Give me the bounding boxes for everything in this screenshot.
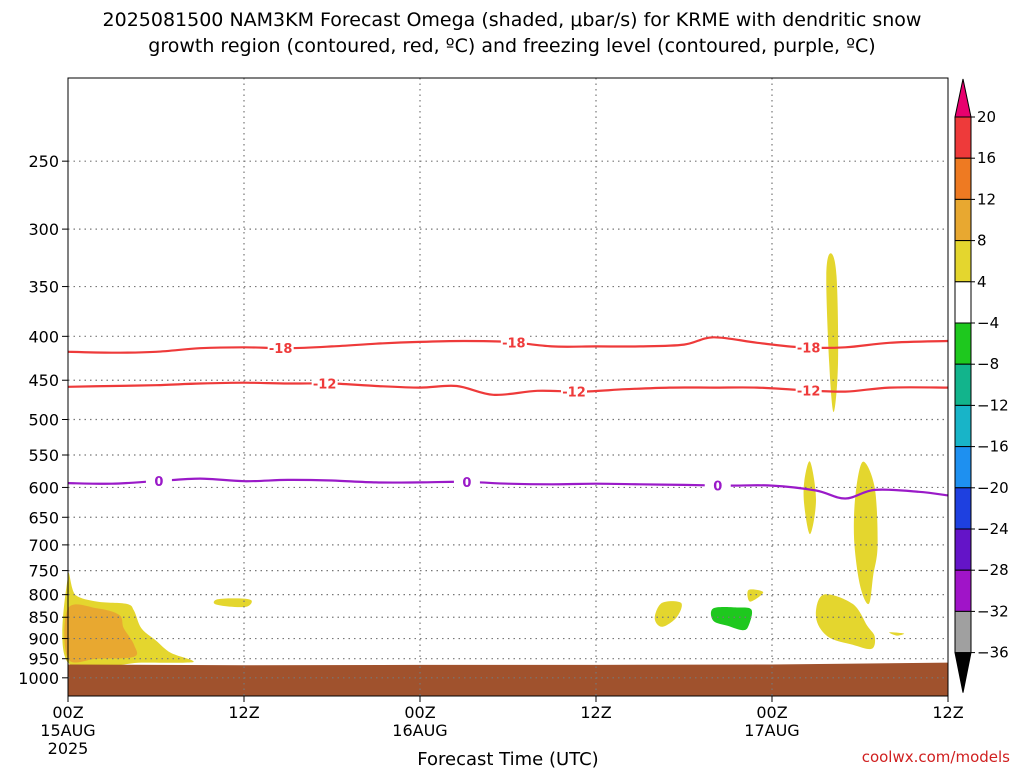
contour-label-bg bbox=[795, 339, 822, 355]
y-tick-label: 600 bbox=[28, 478, 59, 497]
y-tick-label: 800 bbox=[28, 586, 59, 605]
y-axis-ticks: 250 300 350 400 450 500 550 600 650 700 750 800 850 9… bbox=[18, 152, 68, 688]
colorbar-bottom-arrow bbox=[954, 652, 972, 693]
x-tick-date: 15AUG bbox=[40, 721, 95, 740]
contour-label-bg bbox=[561, 383, 587, 399]
y-tick-label: 950 bbox=[28, 650, 59, 669]
contour-label-bg bbox=[145, 473, 172, 489]
omega-shaded-region bbox=[654, 601, 682, 627]
contour-label: 0 bbox=[713, 479, 722, 494]
y-tick-label: 900 bbox=[28, 630, 59, 649]
omega-shaded-region bbox=[803, 461, 816, 535]
colorbar-label: 4 bbox=[977, 273, 987, 291]
colorbar-label: 16 bbox=[977, 149, 996, 167]
colorbar-label: 12 bbox=[977, 190, 996, 208]
y-tick-label: 400 bbox=[28, 327, 59, 346]
y-tick-label: 1000 bbox=[18, 669, 59, 688]
colorbar-swatch bbox=[954, 404, 972, 448]
chart-title-line2: growth region (contoured, red, ºC) and f… bbox=[148, 35, 875, 57]
contour-label: -18 bbox=[269, 342, 293, 357]
y-tick-label: 700 bbox=[28, 536, 59, 555]
colorbar-label: −24 bbox=[977, 520, 1009, 538]
omega-shaded-region bbox=[747, 589, 764, 602]
contour-label: 0 bbox=[462, 476, 471, 491]
x-tick-label: 00Z bbox=[404, 703, 435, 722]
contour-label: -12 bbox=[562, 386, 586, 401]
colorbar-swatch bbox=[954, 487, 972, 530]
chart-title-line1: 2025081500 NAM3KM Forecast Omega (shaded… bbox=[103, 9, 922, 31]
colorbar-label: −20 bbox=[977, 479, 1009, 497]
colorbar-swatch bbox=[954, 322, 972, 365]
colorbar-label: −8 bbox=[977, 355, 999, 373]
omega-shaded-region bbox=[815, 594, 876, 650]
contour-line bbox=[67, 477, 949, 500]
y-tick-label: 550 bbox=[28, 446, 59, 465]
contour-label-bg bbox=[453, 473, 480, 489]
colorbar-swatch bbox=[954, 569, 972, 612]
colorbar-label: 8 bbox=[977, 232, 987, 250]
temperature-contours: -18 -18 -18 -12 -12 -12 0 0 0 bbox=[67, 334, 949, 500]
colorbar-label: −32 bbox=[977, 602, 1009, 620]
x-tick-date: 16AUG bbox=[392, 721, 447, 740]
colorbar-swatch bbox=[954, 610, 972, 654]
y-tick-label: 300 bbox=[28, 220, 59, 239]
x-tick-label: 12Z bbox=[932, 703, 963, 722]
x-tick-label: 12Z bbox=[580, 703, 611, 722]
colorbar-swatch bbox=[954, 240, 972, 283]
colorbar-label: −36 bbox=[977, 644, 1009, 662]
colorbar-label: 20 bbox=[977, 108, 996, 126]
colorbar-top-arrow bbox=[954, 78, 972, 118]
contour-label: -12 bbox=[797, 384, 821, 399]
plot-area: -18 -18 -18 -12 -12 -12 0 0 0 bbox=[62, 77, 949, 697]
contour-line bbox=[67, 381, 949, 397]
colorbar-swatch bbox=[954, 157, 972, 200]
contour-label-bg bbox=[311, 375, 338, 391]
x-tick-label: 00Z bbox=[756, 703, 787, 722]
contour-label: -18 bbox=[502, 336, 526, 351]
omega-shaded-region bbox=[213, 598, 252, 608]
terrain-fill bbox=[68, 662, 948, 696]
colorbar-swatch bbox=[954, 363, 972, 406]
omega-shaded-region bbox=[64, 604, 138, 663]
y-tick-label: 650 bbox=[28, 508, 59, 527]
omega-shaded-region bbox=[826, 253, 839, 412]
colorbar-label: −12 bbox=[977, 396, 1009, 414]
y-tick-label: 750 bbox=[28, 562, 59, 581]
terrain bbox=[68, 662, 948, 696]
x-tick-date: 17AUG bbox=[744, 721, 799, 740]
y-tick-label: 450 bbox=[28, 371, 59, 390]
omega-shaded-region bbox=[853, 461, 878, 605]
colorbar-label: −4 bbox=[977, 314, 999, 332]
contour-label: -18 bbox=[797, 341, 821, 356]
x-tick-label: 00Z bbox=[52, 703, 83, 722]
colorbar-swatch bbox=[954, 281, 972, 324]
omega-shaded-region bbox=[710, 607, 753, 631]
x-tick-label: 12Z bbox=[228, 703, 259, 722]
colorbar-label: −16 bbox=[977, 438, 1009, 456]
colorbar-swatch bbox=[954, 116, 972, 159]
colorbar-label: −28 bbox=[977, 561, 1009, 579]
omega-shaded-region bbox=[889, 632, 905, 636]
x-tick-year: 2025 bbox=[48, 739, 89, 758]
y-tick-label: 500 bbox=[28, 410, 59, 429]
contour-label: 0 bbox=[154, 475, 163, 490]
contour-label-bg bbox=[500, 334, 527, 350]
colorbar-swatch bbox=[954, 198, 972, 242]
omega-shading bbox=[62, 253, 905, 670]
colorbar: 20 16 12 8 4 −4 −8 −12 −16 −20 −24 −28 −32 −36 bbox=[954, 78, 1009, 693]
colorbar-swatch bbox=[954, 528, 972, 571]
y-tick-label: 350 bbox=[28, 278, 59, 297]
contour-label-bg bbox=[704, 477, 731, 493]
credit-text: coolwx.com/models bbox=[862, 748, 1010, 766]
contour-label-bg bbox=[267, 340, 294, 356]
y-tick-label: 850 bbox=[28, 608, 59, 627]
contour-label: -12 bbox=[313, 378, 337, 393]
plot-frame bbox=[67, 77, 949, 697]
contour-label-bg bbox=[795, 382, 822, 398]
x-axis-label: Forecast Time (UTC) bbox=[417, 749, 598, 768]
y-tick-label: 250 bbox=[28, 152, 59, 171]
colorbar-swatch bbox=[954, 446, 972, 489]
